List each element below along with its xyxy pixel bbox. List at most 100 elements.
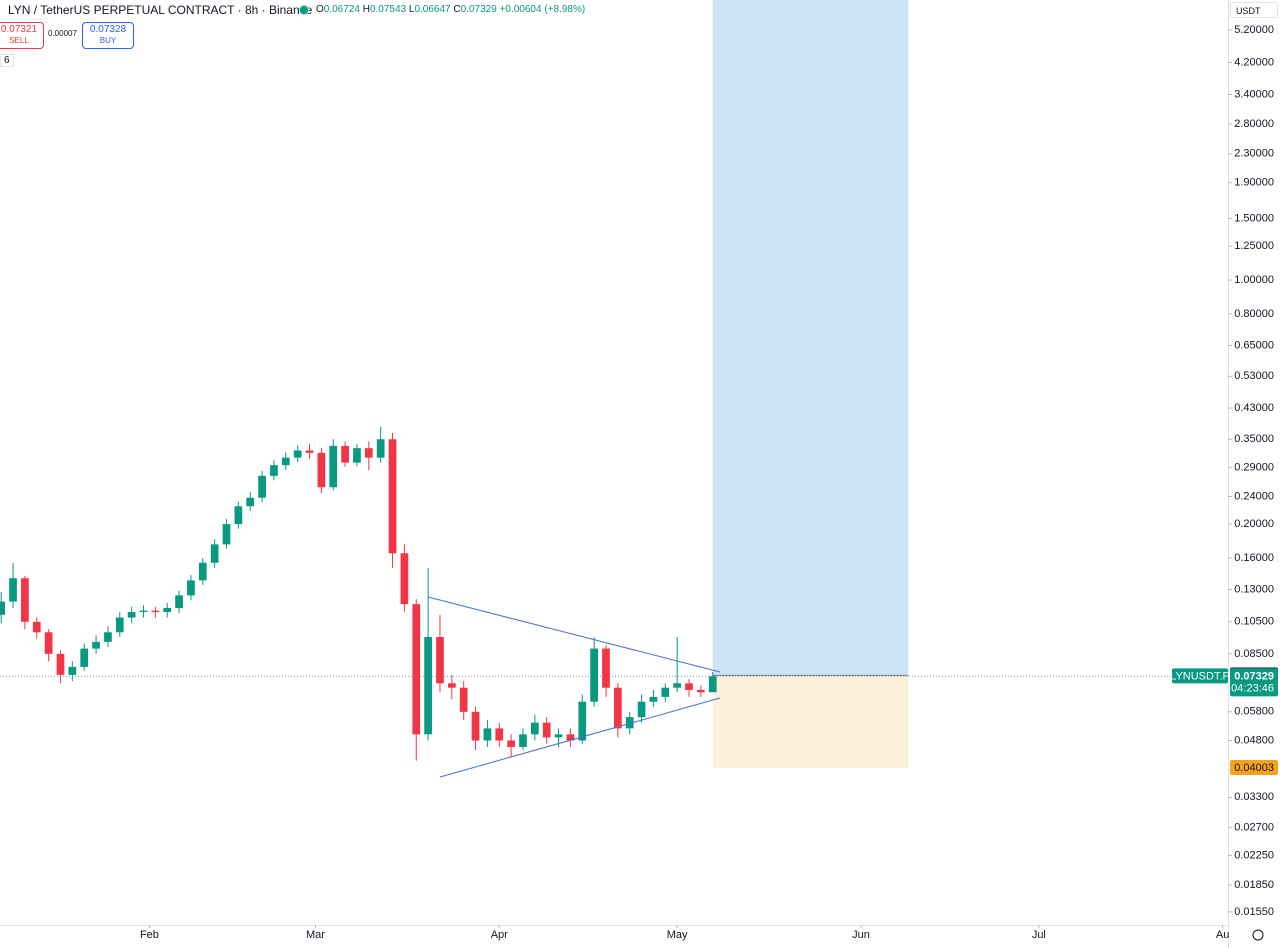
y-tick-label: 0.04800 [1234, 734, 1274, 746]
candle-body [210, 544, 219, 563]
stop-label-bg [1230, 760, 1278, 776]
stop-zone [712, 675, 909, 769]
candle-body [68, 666, 77, 675]
candle-body [104, 632, 112, 642]
candle-body [56, 653, 65, 675]
sell-label: SELL [9, 36, 29, 45]
candle-body [614, 687, 622, 729]
price-axis-panel [1228, 0, 1280, 948]
y-tick-label: 0.08500 [1234, 648, 1274, 660]
ohlc-value: 0.07329 [460, 4, 497, 15]
candle-body [293, 450, 302, 458]
ohlc-value: 0.07543 [369, 4, 407, 15]
settings-icon [1252, 929, 1264, 941]
candle-body [424, 637, 432, 735]
candle-body [685, 683, 693, 690]
ohlc-key: L [408, 4, 415, 15]
time-axis-cover [1229, 926, 1280, 948]
y-tick-label: 0.10500 [1234, 616, 1274, 628]
candle-body [400, 553, 409, 605]
y-tick-label: 0.24000 [1234, 490, 1274, 502]
currency-select[interactable]: USDT [1230, 2, 1278, 18]
candle-body [44, 632, 53, 654]
candle-body [459, 687, 468, 712]
candle-body [9, 578, 17, 602]
x-tick-label: Jun [852, 929, 870, 941]
candle-body [507, 740, 515, 747]
y-tick-label: 1.25000 [1234, 240, 1274, 252]
ohlc-key: O [316, 4, 324, 15]
candle-body [519, 734, 527, 747]
candle-body [364, 448, 373, 458]
buy-button[interactable]: 0.07328 BUY [82, 22, 134, 49]
candle-body [21, 578, 29, 622]
candle-body [471, 711, 480, 741]
y-tick-label: 0.16000 [1234, 552, 1274, 564]
candle-body [673, 683, 682, 688]
ohlc-value: 0.06724 [323, 4, 360, 15]
candle-body [376, 439, 385, 458]
ohlc-value: 0.06647 [414, 4, 451, 15]
y-tick-label: 0.53000 [1234, 370, 1274, 382]
currency: USDT [1236, 6, 1261, 16]
candle-body [602, 648, 610, 688]
candle-body [483, 728, 492, 741]
candle-body [198, 562, 207, 581]
candle-body [353, 448, 361, 463]
last-price-bg [1230, 668, 1278, 697]
y-tick-label: 1.50000 [1234, 212, 1274, 224]
symbol-title[interactable]: LYN / TetherUS PERPETUAL CONTRACT · 8h ·… [8, 3, 313, 17]
candle-body [281, 457, 290, 466]
candle-body [32, 621, 41, 633]
y-tick-label: 0.01850 [1234, 879, 1274, 891]
y-tick-label: 0.05800 [1234, 706, 1274, 718]
ohlc-legend: O0.06724 H0.07543 L0.06647 C0.07329 +0.0… [316, 4, 585, 15]
ohlc-key: C [453, 4, 461, 15]
y-tick-label: 0.80000 [1234, 308, 1274, 320]
candle-body [530, 722, 539, 735]
y-tick-label: 4.20000 [1234, 56, 1274, 68]
candle-body [222, 524, 231, 545]
candle-body [708, 676, 717, 693]
profit-zone [712, 0, 909, 676]
symbol-label: LYNUSDT.P [1170, 670, 1230, 682]
candle-body [697, 689, 705, 693]
candle-body [163, 608, 172, 613]
sell-button[interactable]: 0.07321 SELL [0, 22, 44, 49]
indicators-toggle[interactable]: 6 [0, 54, 14, 67]
candle-body [127, 612, 136, 618]
y-tick-label: 3.40000 [1234, 88, 1274, 100]
market-status [299, 5, 309, 15]
countdown: 04:23:46 [1231, 682, 1274, 694]
candle-body [246, 497, 255, 507]
x-tick-label: Mar [306, 929, 325, 941]
y-tick-label: 0.29000 [1234, 462, 1274, 474]
y-tick-label: 2.80000 [1234, 118, 1274, 130]
candle-body [590, 648, 598, 702]
candle-body [341, 445, 349, 463]
candle-body [115, 617, 124, 633]
x-tick-label: Apr [491, 929, 508, 941]
x-tick-label: Feb [140, 929, 159, 941]
y-tick-label: 0.13000 [1234, 583, 1274, 595]
candle-body [0, 601, 6, 615]
candle-body [80, 648, 89, 667]
candle-body [412, 604, 421, 735]
candle-body [625, 717, 634, 729]
candle-body [175, 595, 183, 609]
y-tick-label: 0.02250 [1234, 849, 1274, 861]
ohlc-key: H [362, 4, 370, 15]
x-tick-label: May [667, 929, 688, 941]
candle-body [151, 610, 160, 613]
candle-body [305, 450, 314, 453]
candle-body [329, 445, 338, 488]
y-tick-label: 0.01550 [1234, 906, 1274, 918]
candle-body [542, 722, 551, 738]
buy-price: 0.07328 [89, 24, 127, 35]
sell-price: 0.07321 [0, 24, 38, 35]
candle-body [649, 696, 658, 702]
trendline [427, 596, 721, 673]
candle-body [270, 465, 278, 476]
